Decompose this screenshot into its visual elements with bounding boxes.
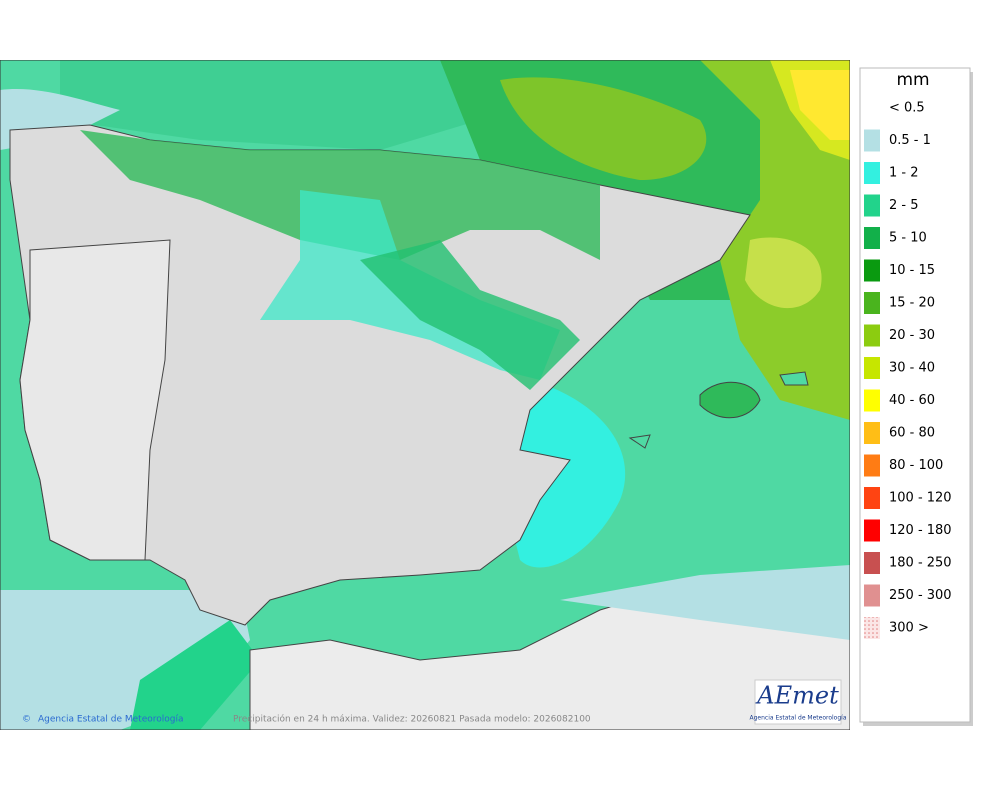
logo-subtitle: Agencia Estatal de Meteorología [750, 715, 847, 722]
caption: Precipitación en 24 h máxima. Validez: 2… [233, 714, 591, 725]
legend-label: 120 - 180 [889, 523, 952, 538]
legend-label: 0.5 - 1 [889, 133, 931, 148]
footer: © Agencia Estatal de Meteorología Precip… [22, 714, 591, 725]
legend-swatch [864, 357, 880, 379]
legend-swatch [864, 487, 880, 509]
logo-title: AEmet [755, 682, 839, 710]
legend-label: 250 - 300 [889, 588, 952, 603]
copyright-symbol: © [22, 715, 31, 725]
legend-swatch [864, 519, 880, 542]
legend-swatch [864, 324, 880, 347]
legend-swatch [864, 454, 880, 477]
legend-swatch [864, 584, 880, 607]
legend-swatch [864, 389, 880, 412]
legend-swatch [864, 292, 880, 314]
legend-label: 60 - 80 [889, 426, 935, 441]
legend-label: 1 - 2 [889, 166, 919, 181]
legend: mm < 0.5 0.5 - 1 1 - 2 2 - 5 5 - 10 10 - 15 15… [859, 67, 973, 726]
legend-swatch [864, 227, 880, 249]
legend-label: 15 - 20 [889, 296, 935, 311]
legend-label: 80 - 100 [889, 458, 943, 473]
legend-swatch [864, 129, 880, 152]
legend-label: 40 - 60 [889, 393, 935, 408]
map [0, 60, 850, 730]
legend-label: 10 - 15 [889, 263, 935, 278]
legend-swatch [864, 194, 880, 217]
logo: AEmet Agencia Estatal de Meteorología [750, 679, 847, 725]
legend-swatch [864, 552, 880, 574]
legend-label: 100 - 120 [889, 491, 952, 506]
legend-label: 20 - 30 [889, 328, 935, 343]
legend-label: 180 - 250 [889, 556, 952, 571]
legend-label: 2 - 5 [889, 198, 919, 213]
legend-swatch [864, 259, 880, 282]
credit: Agencia Estatal de Meteorología [38, 715, 184, 725]
legend-swatch [864, 422, 880, 444]
legend-label: < 0.5 [889, 101, 925, 116]
legend-label: 300 > [889, 621, 929, 636]
legend-swatch [864, 617, 880, 639]
legend-title: mm [896, 70, 929, 90]
legend-label: 30 - 40 [889, 361, 935, 376]
legend-label: 5 - 10 [889, 231, 927, 246]
legend-swatch [864, 162, 880, 184]
